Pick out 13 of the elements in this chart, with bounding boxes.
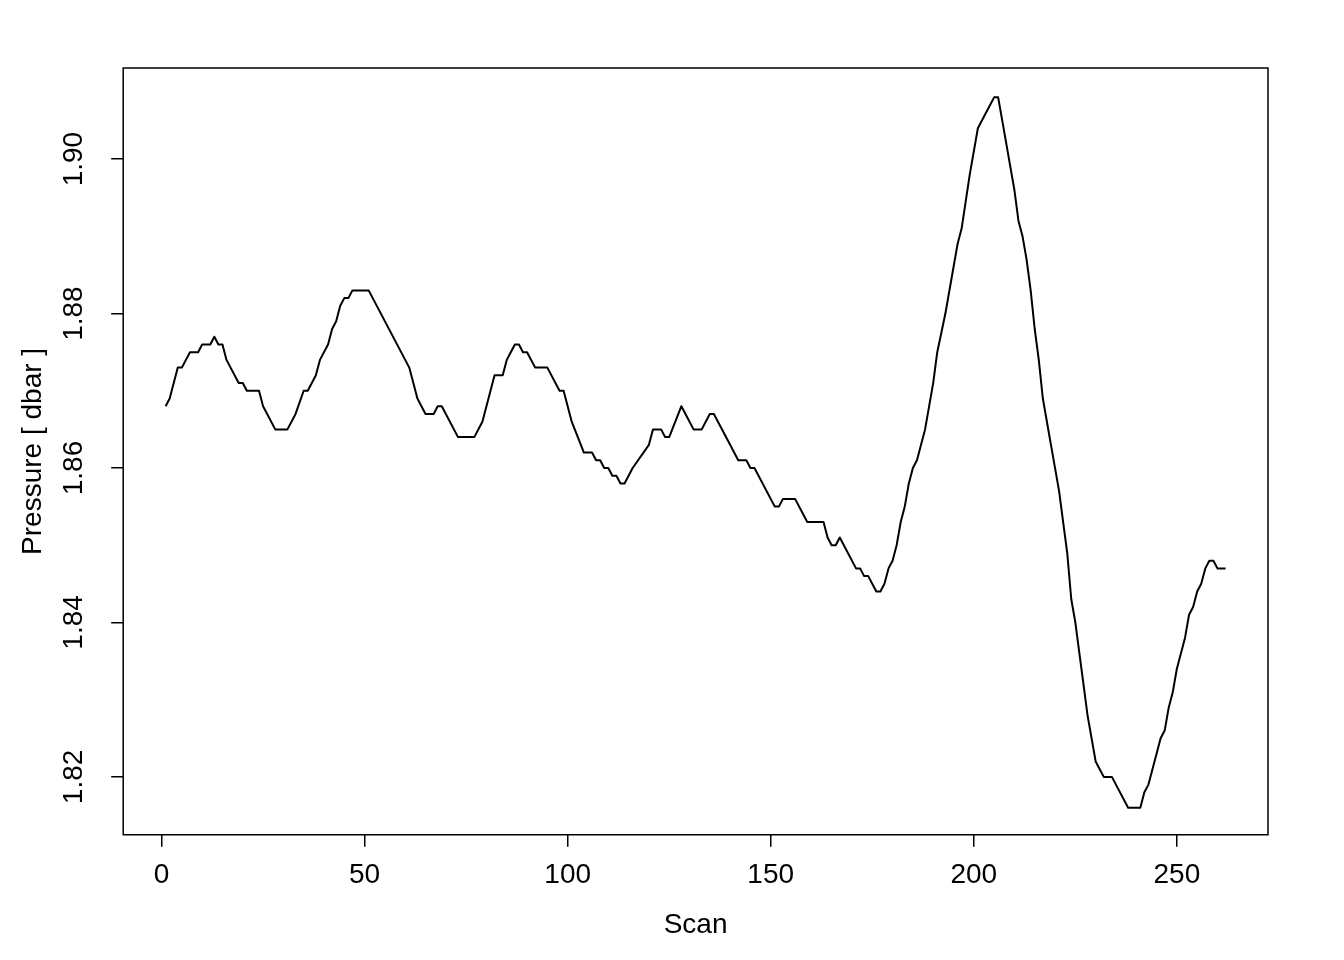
x-tick-label: 50 bbox=[349, 858, 381, 890]
x-tick-label: 150 bbox=[747, 858, 795, 890]
y-tick-label: 1.90 bbox=[56, 131, 88, 187]
x-tick-label: 100 bbox=[544, 858, 592, 890]
y-tick-label: 1.84 bbox=[56, 595, 88, 650]
x-tick-label: 0 bbox=[153, 858, 170, 890]
y-tick-label: 1.88 bbox=[56, 286, 88, 341]
x-tick-label: 250 bbox=[1153, 858, 1201, 890]
x-axis-title: Scan bbox=[663, 907, 728, 939]
y-tick-label: 1.82 bbox=[56, 749, 88, 805]
x-tick-label: 200 bbox=[950, 858, 998, 890]
y-axis-title: Pressure [ dbar ] bbox=[15, 347, 47, 555]
y-tick-label: 1.86 bbox=[56, 440, 88, 496]
